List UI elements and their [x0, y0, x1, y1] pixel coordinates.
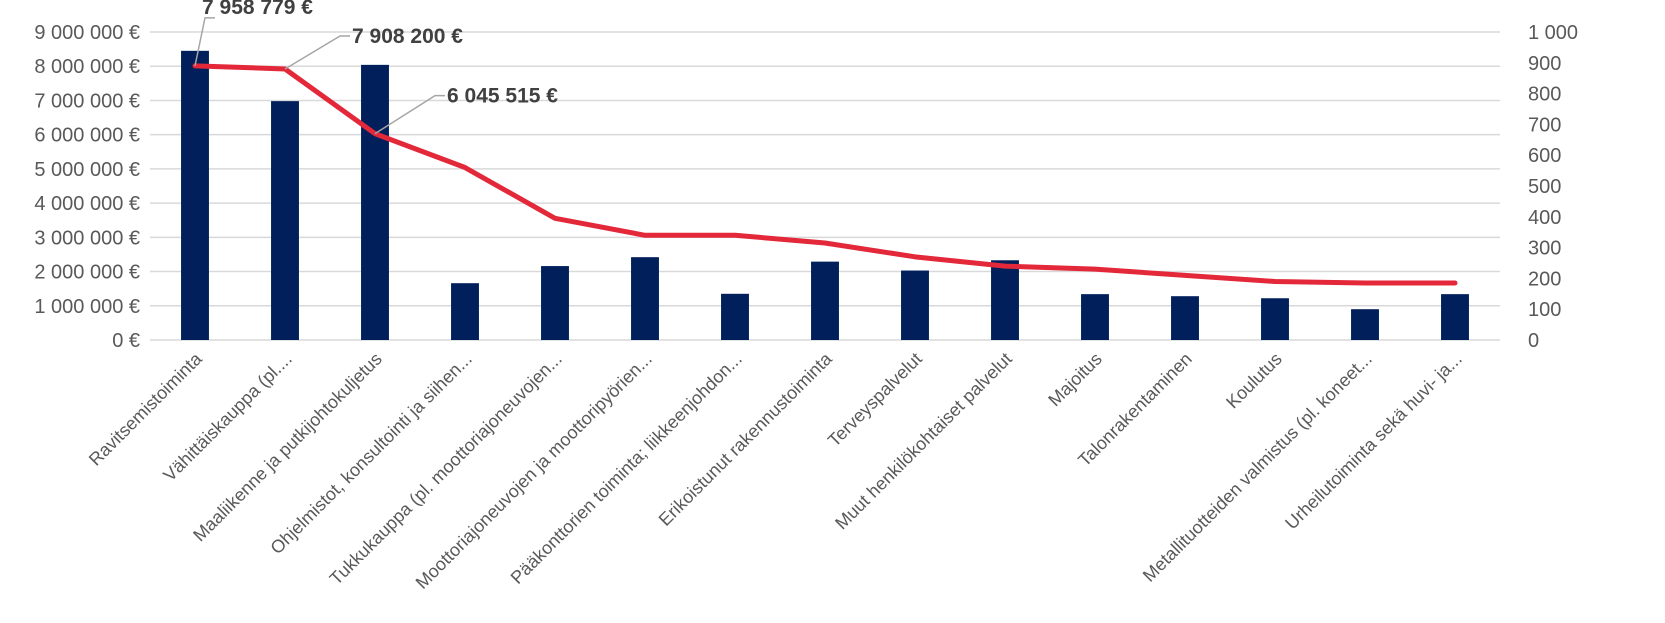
y-tick-label: 5 000 000 € [34, 159, 140, 181]
line-point [554, 217, 556, 219]
bar [811, 261, 839, 340]
y-tick-label: 0 € [112, 330, 140, 352]
category-label: Urheilutoiminta sekä huvi- ja... [1281, 349, 1466, 534]
y2-tick-label: 600 [1528, 145, 1561, 167]
category-label: Majoitus [1044, 349, 1106, 411]
y-tick-label: 4 000 000 € [34, 193, 140, 215]
left-axis-ticks: 0 € 1 000 000 € 2 000 000 € 3 000 000 € 4 00… [34, 22, 140, 352]
y2-tick-label: 1 000 [1528, 22, 1578, 44]
bar [1171, 296, 1199, 340]
bar-series [181, 50, 1469, 340]
line-point [1004, 265, 1006, 267]
line-point [464, 167, 466, 169]
annotation-leader [374, 94, 445, 135]
y-tick-label: 3 000 000 € [34, 227, 140, 249]
category-label: Erikoistunut rakennustoiminta [655, 348, 837, 530]
y2-tick-label: 100 [1528, 299, 1561, 321]
bar [361, 64, 389, 340]
y2-tick-label: 700 [1528, 114, 1561, 136]
category-label: Ohjelmistot, konsultointi ja siihen... [266, 349, 475, 558]
y2-tick-label: 300 [1528, 238, 1561, 260]
line-point [824, 242, 826, 244]
bar [721, 293, 749, 340]
data-annotations: 7 958 779 € 7 908 200 € 6 045 515 € [194, 0, 558, 135]
y2-tick-label: 200 [1528, 268, 1561, 290]
y-tick-label: 2 000 000 € [34, 262, 140, 284]
y2-tick-label: 800 [1528, 84, 1561, 106]
y2-tick-label: 400 [1528, 207, 1561, 229]
annotation-label: 7 958 779 € [202, 0, 313, 19]
bar [271, 101, 299, 340]
line-point [734, 234, 736, 236]
bar [1261, 298, 1289, 340]
line-point [1454, 282, 1456, 284]
bar [1081, 294, 1109, 340]
line-point [914, 256, 916, 258]
y2-tick-label: 500 [1528, 176, 1561, 198]
bar [991, 260, 1019, 340]
right-axis-ticks: 0 100 200 300 400 500 600 700 800 900 1 000 [1528, 22, 1578, 352]
y2-tick-label: 0 [1528, 330, 1539, 352]
annotation-leader [194, 17, 215, 67]
y-tick-label: 1 000 000 € [34, 296, 140, 318]
annotation-label: 7 908 200 € [352, 25, 463, 48]
category-label: Terveyspalvelut [824, 349, 926, 451]
bar [631, 257, 659, 340]
line-point [1274, 280, 1276, 282]
bar [541, 266, 569, 340]
y-tick-label: 7 000 000 € [34, 90, 140, 112]
category-label: Maaliikenne ja putkijohtokuljetus [189, 349, 386, 546]
annotation-leader [284, 35, 350, 70]
bar [1441, 294, 1469, 340]
line-point [644, 234, 646, 236]
y2-tick-label: 900 [1528, 53, 1561, 75]
line-point [1184, 274, 1186, 276]
y-tick-label: 6 000 000 € [34, 125, 140, 147]
bar [1351, 309, 1379, 340]
bar [451, 283, 479, 340]
category-label: Muut henkilökohtaiset palvelut [831, 349, 1016, 534]
bar [181, 50, 209, 340]
category-label: Koulutus [1222, 349, 1286, 413]
line-point [1094, 268, 1096, 270]
y-tick-label: 8 000 000 € [34, 56, 140, 78]
y-tick-label: 9 000 000 € [34, 22, 140, 44]
line-point [1364, 282, 1366, 284]
bar [901, 270, 929, 340]
annotation-label: 6 045 515 € [447, 85, 558, 108]
